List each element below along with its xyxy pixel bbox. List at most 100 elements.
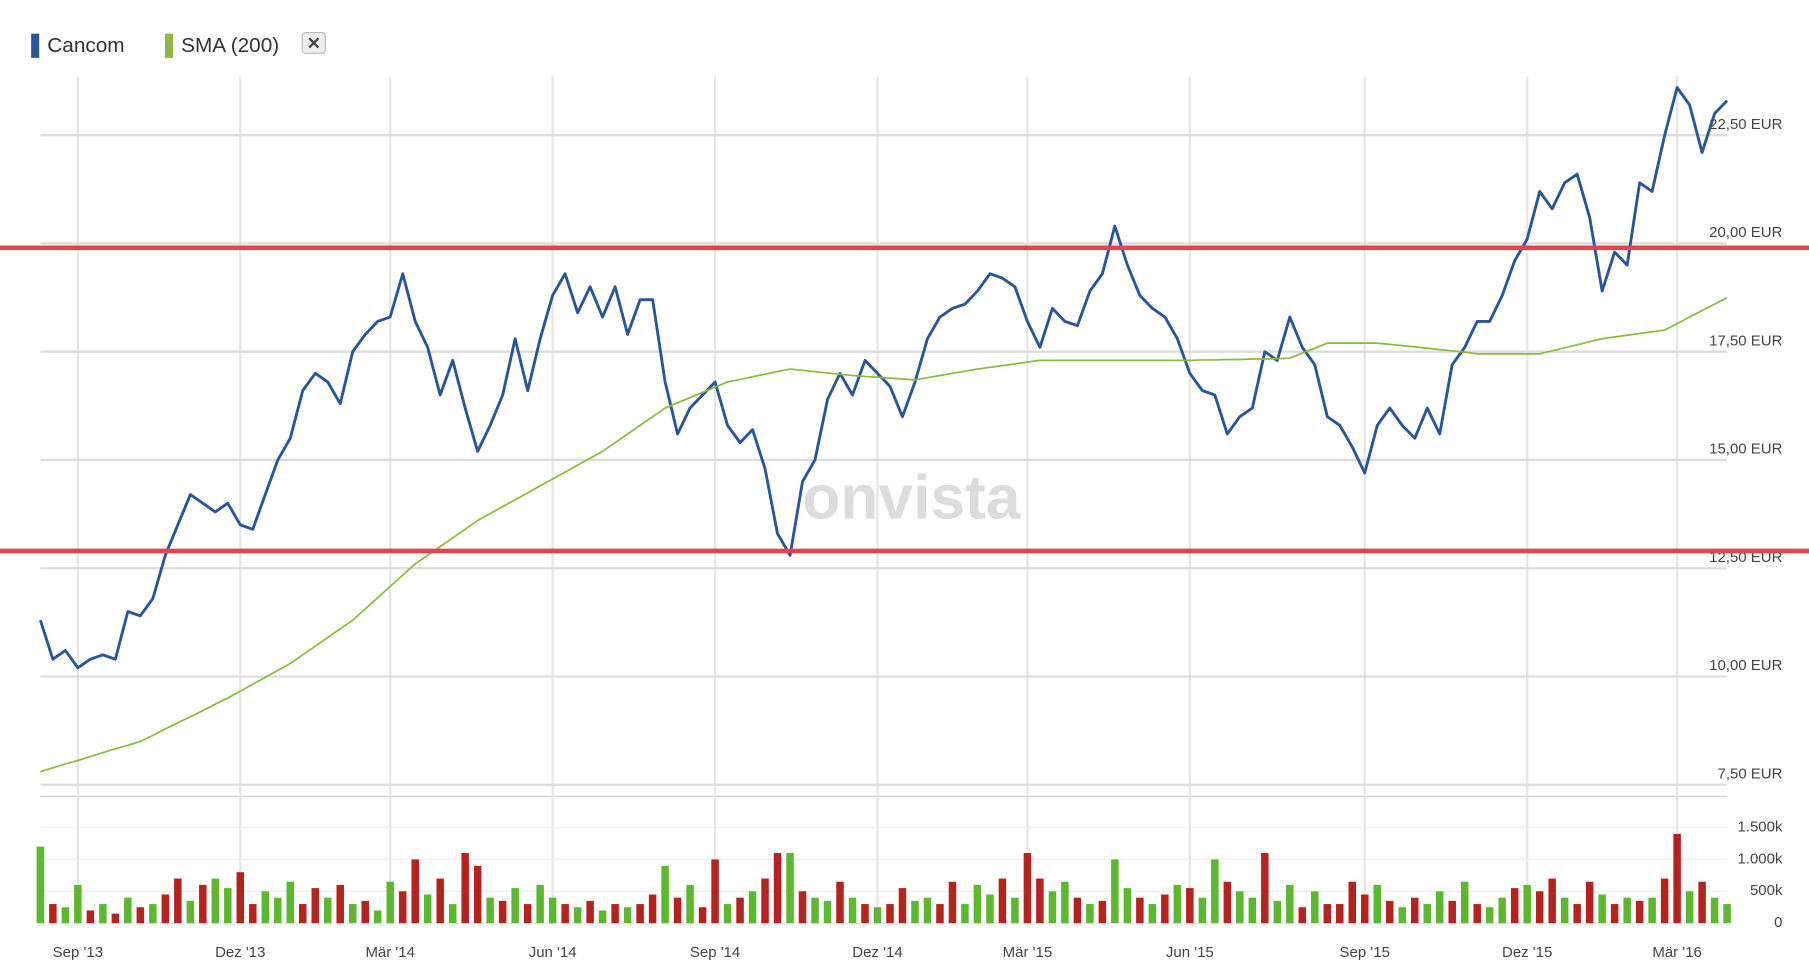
volume-bar — [1111, 859, 1119, 924]
volume-bar — [986, 894, 994, 924]
volume-bar — [886, 904, 894, 924]
volume-bar — [673, 897, 682, 924]
volume-bar — [511, 888, 519, 924]
volume-bar — [236, 872, 245, 924]
volume-bar — [1011, 897, 1019, 924]
volume-bar — [573, 907, 582, 924]
x-tick-label: Dez '14 — [852, 944, 902, 961]
volume-bar — [636, 904, 644, 924]
volume-bar — [224, 888, 232, 924]
volume-bar — [911, 900, 919, 924]
volume-bar — [1086, 904, 1094, 924]
volume-bar — [711, 859, 719, 924]
volume-bar — [136, 907, 145, 924]
volume-bar — [1211, 859, 1219, 924]
volume-bar — [411, 859, 419, 924]
volume-bar — [486, 897, 494, 924]
volume-bar — [1523, 884, 1531, 924]
volume-bar — [124, 897, 132, 924]
y-tick-label: 22,50 EUR — [1709, 116, 1782, 133]
volume-bar — [1635, 900, 1644, 924]
x-tick-label: Mär '16 — [1652, 944, 1702, 961]
volume-bar — [836, 881, 844, 924]
volume-tick-label: 0 — [1774, 914, 1782, 931]
volume-bar — [1198, 897, 1207, 924]
y-tick-label: 15,00 EUR — [1709, 441, 1782, 458]
volume-bar — [798, 891, 807, 924]
volume-bar — [948, 881, 957, 924]
volume-bar — [111, 913, 120, 924]
volume-bar — [1610, 904, 1619, 924]
volume-bar — [461, 853, 469, 924]
y-tick-label: 10,00 EUR — [1709, 657, 1782, 674]
volume-bar — [448, 904, 457, 924]
volume-bar — [1261, 853, 1269, 924]
volume-bar — [973, 884, 982, 924]
volume-bar — [898, 888, 907, 924]
x-tick-label: Dez '13 — [215, 944, 265, 961]
volume-bar — [249, 904, 257, 924]
close-icon[interactable] — [308, 37, 320, 49]
volume-bar — [761, 878, 769, 924]
volume-bar — [1036, 878, 1044, 924]
y-tick-label: 7,50 EUR — [1717, 765, 1782, 782]
volume-bar — [1098, 900, 1107, 924]
volume-bar — [1598, 894, 1606, 924]
volume-bar — [1311, 891, 1319, 924]
volume-bar — [998, 878, 1007, 924]
volume-bar — [99, 904, 107, 924]
volume-bar — [1173, 884, 1182, 924]
volume-bar — [686, 884, 694, 924]
volume-bar — [286, 881, 295, 924]
watermark: onvista — [802, 464, 1021, 533]
volume-bar — [961, 904, 969, 924]
volume-bar — [74, 884, 82, 924]
volume-bar — [1336, 904, 1344, 924]
volume-bar — [361, 900, 369, 924]
volume-bar — [1273, 900, 1282, 924]
volume-bar — [773, 853, 782, 924]
volume-bar — [311, 888, 319, 924]
volume-bar — [149, 904, 157, 924]
volume-bar — [1286, 884, 1294, 924]
volume-bar — [586, 900, 594, 924]
volume-bar — [36, 846, 45, 924]
volume-bar — [1485, 907, 1494, 924]
volume-bar — [1073, 897, 1082, 924]
volume-bar — [536, 884, 544, 924]
price-line — [39, 86, 1729, 670]
volume-bar — [1048, 891, 1057, 924]
volume-bar — [698, 907, 707, 924]
volume-bar — [548, 897, 557, 924]
volume-bar — [436, 878, 444, 924]
volume-bar — [299, 904, 307, 924]
volume-tick-label: 1.500k — [1737, 818, 1782, 835]
x-tick-label: Mär '14 — [365, 944, 415, 961]
volume-bar — [1236, 891, 1244, 924]
volume-bar — [848, 897, 857, 924]
x-tick-label: Sep '13 — [53, 944, 103, 961]
price-line — [40, 296, 1728, 773]
volume-bar — [786, 853, 794, 924]
close-button[interactable] — [301, 31, 326, 54]
volume-bar — [1348, 881, 1357, 924]
volume-bar — [498, 900, 507, 924]
volume-bar — [1648, 897, 1656, 924]
volume-bar — [1398, 907, 1406, 924]
volume-bar — [623, 907, 632, 924]
volume-bar — [823, 900, 832, 924]
volume-bar — [1435, 891, 1444, 924]
volume-bar — [261, 891, 270, 924]
volume-bar — [398, 891, 407, 924]
volume-bar — [348, 904, 357, 924]
volume-bar — [1548, 878, 1556, 924]
x-tick-label: Dez '15 — [1502, 944, 1552, 961]
legend-swatch — [31, 33, 40, 58]
volume-bar — [1573, 904, 1581, 924]
volume-bar — [861, 904, 869, 924]
volume-bar — [423, 894, 432, 924]
volume-bar — [1148, 904, 1157, 924]
